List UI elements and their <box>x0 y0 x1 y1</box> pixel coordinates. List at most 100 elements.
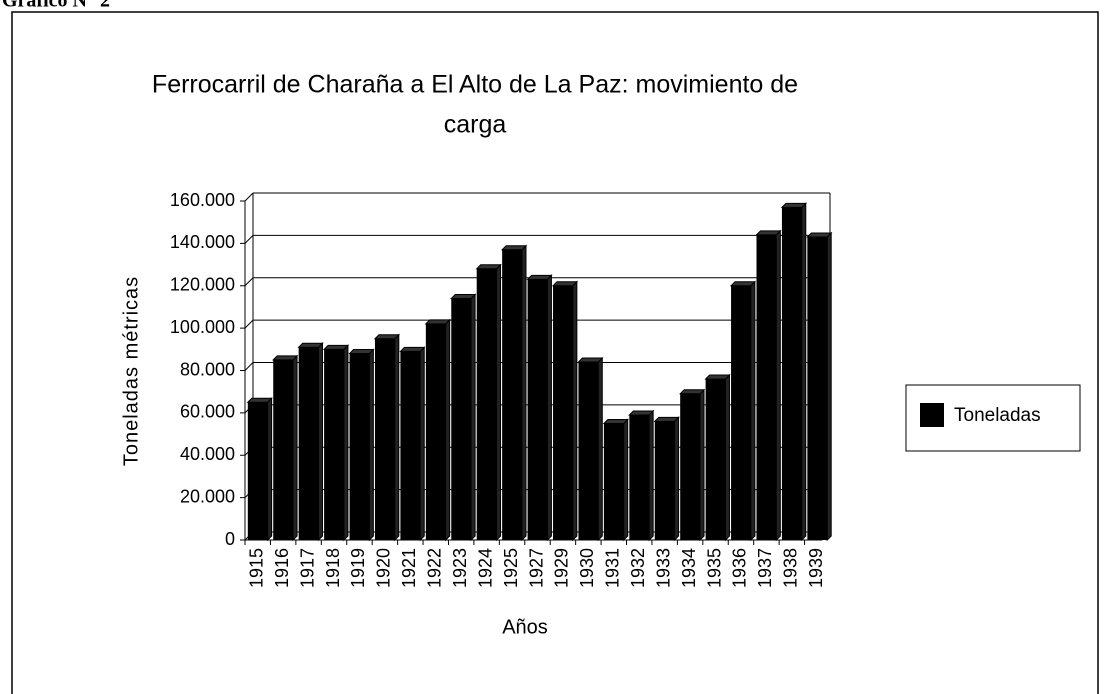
x-tick-label: 1935 <box>704 548 724 588</box>
y-tick-label: 100.000 <box>170 317 235 337</box>
bar <box>298 347 319 540</box>
bar-top <box>322 344 350 350</box>
figure-label: Gráfico N° 2 <box>2 0 110 12</box>
grid-line <box>244 319 254 329</box>
bar-top <box>272 355 299 361</box>
bar-side <box>826 231 832 542</box>
bar-top <box>780 202 807 208</box>
grid-line <box>244 277 254 287</box>
bar <box>527 279 548 540</box>
bar-top <box>399 346 426 352</box>
x-tick-label: 1929 <box>552 548 572 588</box>
bar <box>247 402 268 540</box>
bar-top <box>450 293 477 299</box>
y-tick-label: 80.000 <box>180 359 235 379</box>
legend-label: Toneladas <box>954 405 1041 426</box>
bar <box>629 414 650 540</box>
chart-title: Ferrocarril de Charaña a El Alto de La P… <box>152 71 798 99</box>
bar-side <box>318 341 324 542</box>
x-tick-label: 1915 <box>246 548 266 588</box>
bar-side <box>445 318 451 542</box>
bar-side <box>470 293 476 542</box>
bar-top <box>297 342 324 348</box>
y-tick-label: 40.000 <box>180 444 235 464</box>
bar-side <box>674 416 680 542</box>
bar-top <box>602 418 629 424</box>
y-tick-label: 0 <box>225 529 235 549</box>
bar <box>654 421 675 540</box>
legend-swatch <box>920 403 944 427</box>
x-tick-label: 1921 <box>399 548 419 588</box>
grid-line <box>244 235 254 244</box>
bar-top <box>500 245 528 251</box>
bar-side <box>750 280 756 542</box>
x-tick-label: 1919 <box>348 548 368 588</box>
frame <box>11 11 1099 694</box>
bar-side <box>775 229 781 542</box>
bar-side <box>623 418 629 542</box>
bar-top <box>755 230 782 236</box>
bar-top <box>551 281 579 287</box>
bar <box>349 353 370 540</box>
bar <box>273 359 294 540</box>
bar-top <box>475 264 502 270</box>
y-axis-title: Toneladas métricas <box>120 276 142 466</box>
bar-top <box>806 232 833 238</box>
bar-top <box>628 410 655 416</box>
bar-side <box>267 397 273 542</box>
bar <box>476 268 497 540</box>
bar-top <box>678 389 706 395</box>
bar <box>756 234 777 540</box>
x-tick-label: 1936 <box>730 548 750 588</box>
y-tick-label: 60.000 <box>180 402 235 422</box>
bar-top <box>424 319 451 325</box>
bar-side <box>394 333 400 542</box>
bar-side <box>496 263 502 542</box>
bar-side <box>368 348 374 542</box>
bar <box>705 378 726 540</box>
x-tick-label: 1932 <box>628 548 648 588</box>
bar <box>680 393 701 540</box>
bar-side <box>724 373 730 542</box>
x-tick-label: 1923 <box>450 548 470 588</box>
y-tick-label: 20.000 <box>180 486 235 506</box>
bar-side <box>648 409 654 542</box>
x-tick-label: 1916 <box>272 548 292 588</box>
bar-side <box>419 346 425 542</box>
bar-side <box>292 354 298 542</box>
bar <box>553 285 573 540</box>
x-axis-title: Años <box>502 616 548 638</box>
bar-side <box>699 388 705 542</box>
bar-side <box>801 202 807 542</box>
y-tick-label: 140.000 <box>170 232 235 252</box>
x-tick-label: 1917 <box>297 548 317 588</box>
bar <box>807 237 828 541</box>
bar-top <box>704 374 731 380</box>
x-tick-label: 1920 <box>374 548 394 588</box>
bar-top <box>246 397 273 403</box>
x-tick-label: 1922 <box>425 548 445 588</box>
bar-side <box>597 356 603 542</box>
bar <box>731 285 751 540</box>
chart-title: carga <box>444 111 507 139</box>
bar-top <box>729 281 757 287</box>
bar-top <box>577 357 604 363</box>
bar <box>324 349 344 540</box>
x-tick-label: 1937 <box>755 548 775 588</box>
bar-side <box>521 244 527 542</box>
bar <box>781 207 802 540</box>
bar-side <box>572 280 578 542</box>
x-tick-label: 1939 <box>806 548 826 588</box>
x-tick-label: 1931 <box>603 548 623 588</box>
x-tick-label: 1927 <box>526 548 546 588</box>
bar <box>374 338 395 540</box>
x-tick-label: 1925 <box>501 548 521 588</box>
bar-top <box>526 274 553 280</box>
bar <box>578 362 599 540</box>
x-tick-label: 1918 <box>323 548 343 588</box>
bar-side <box>343 344 349 542</box>
grid-line <box>244 192 254 202</box>
bar <box>502 249 522 540</box>
y-tick-label: 120.000 <box>170 275 235 295</box>
